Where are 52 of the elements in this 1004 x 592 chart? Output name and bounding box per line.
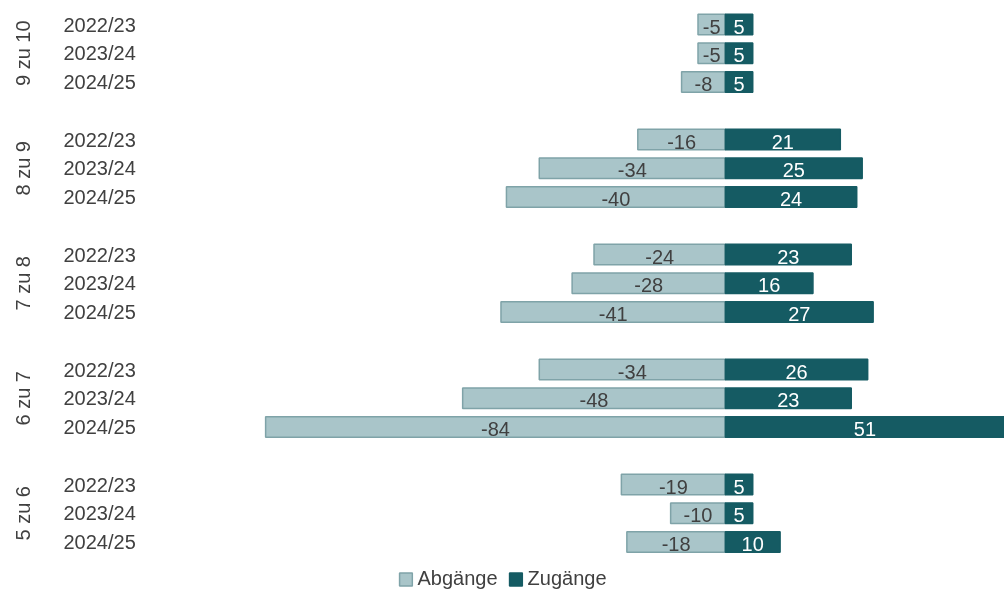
data-label: -18: [661, 533, 691, 555]
data-label: 23: [777, 245, 800, 268]
data-label: -10: [683, 504, 713, 527]
data-label: 5: [733, 475, 745, 498]
data-label: -24: [645, 245, 675, 268]
y-tick-label: 2023/24: [63, 272, 136, 295]
y-tick-label: 2022/23: [63, 13, 136, 36]
data-label: -34: [617, 360, 647, 383]
data-label: -48: [579, 389, 609, 412]
y-tick-label: 2022/23: [63, 473, 136, 496]
y-tick-label: 2022/23: [63, 243, 136, 266]
y-tick-label: 2024/25: [63, 186, 136, 208]
data-label: 5: [733, 504, 745, 527]
y-tick-label: 2023/24: [63, 387, 136, 410]
data-label: -41: [598, 303, 628, 325]
data-label: 23: [777, 389, 800, 412]
data-label: -16: [667, 130, 697, 153]
y-tick-label: 2024/25: [63, 301, 136, 323]
data-label: -84: [481, 418, 510, 440]
text: 7 zu 8: [11, 256, 34, 311]
y-tick-label: 2024/25: [63, 71, 136, 93]
data-label: -40: [601, 188, 631, 210]
data-label: -8: [694, 73, 713, 95]
data-label: 5: [733, 44, 745, 67]
text: 9 zu 10: [11, 20, 34, 87]
y-tick-label: 2023/24: [63, 502, 136, 525]
data-label: 5: [733, 73, 745, 95]
data-label: 25: [782, 159, 805, 182]
data-label: -5: [702, 44, 721, 67]
data-label: 24: [779, 188, 803, 210]
data-label: 26: [785, 360, 808, 383]
data-label: 5: [733, 15, 745, 38]
legend-label: Abgänge: [417, 567, 498, 590]
y-tick-label: 2023/24: [63, 42, 136, 65]
data-label: -28: [634, 274, 664, 297]
y-tick-label: 2022/23: [63, 128, 136, 151]
data-label: -34: [617, 159, 647, 182]
legend-label: Zugänge: [527, 567, 607, 590]
data-label: -19: [658, 475, 688, 498]
y-tick-label: 2024/25: [63, 531, 136, 553]
y-tick-label: 2022/23: [63, 358, 136, 381]
y-tick-label: 2024/25: [63, 416, 136, 438]
data-label: 21: [771, 130, 794, 153]
text: 6 zu 7: [11, 371, 34, 426]
data-label: 16: [758, 274, 781, 297]
text: 5 zu 6: [11, 486, 34, 541]
y-tick-label: 2023/24: [63, 157, 136, 180]
data-label: 27: [788, 303, 811, 325]
data-label: -5: [702, 15, 721, 38]
data-label: 10: [741, 533, 764, 555]
text: 8 zu 9: [11, 141, 34, 196]
data-label: 51: [853, 418, 877, 440]
